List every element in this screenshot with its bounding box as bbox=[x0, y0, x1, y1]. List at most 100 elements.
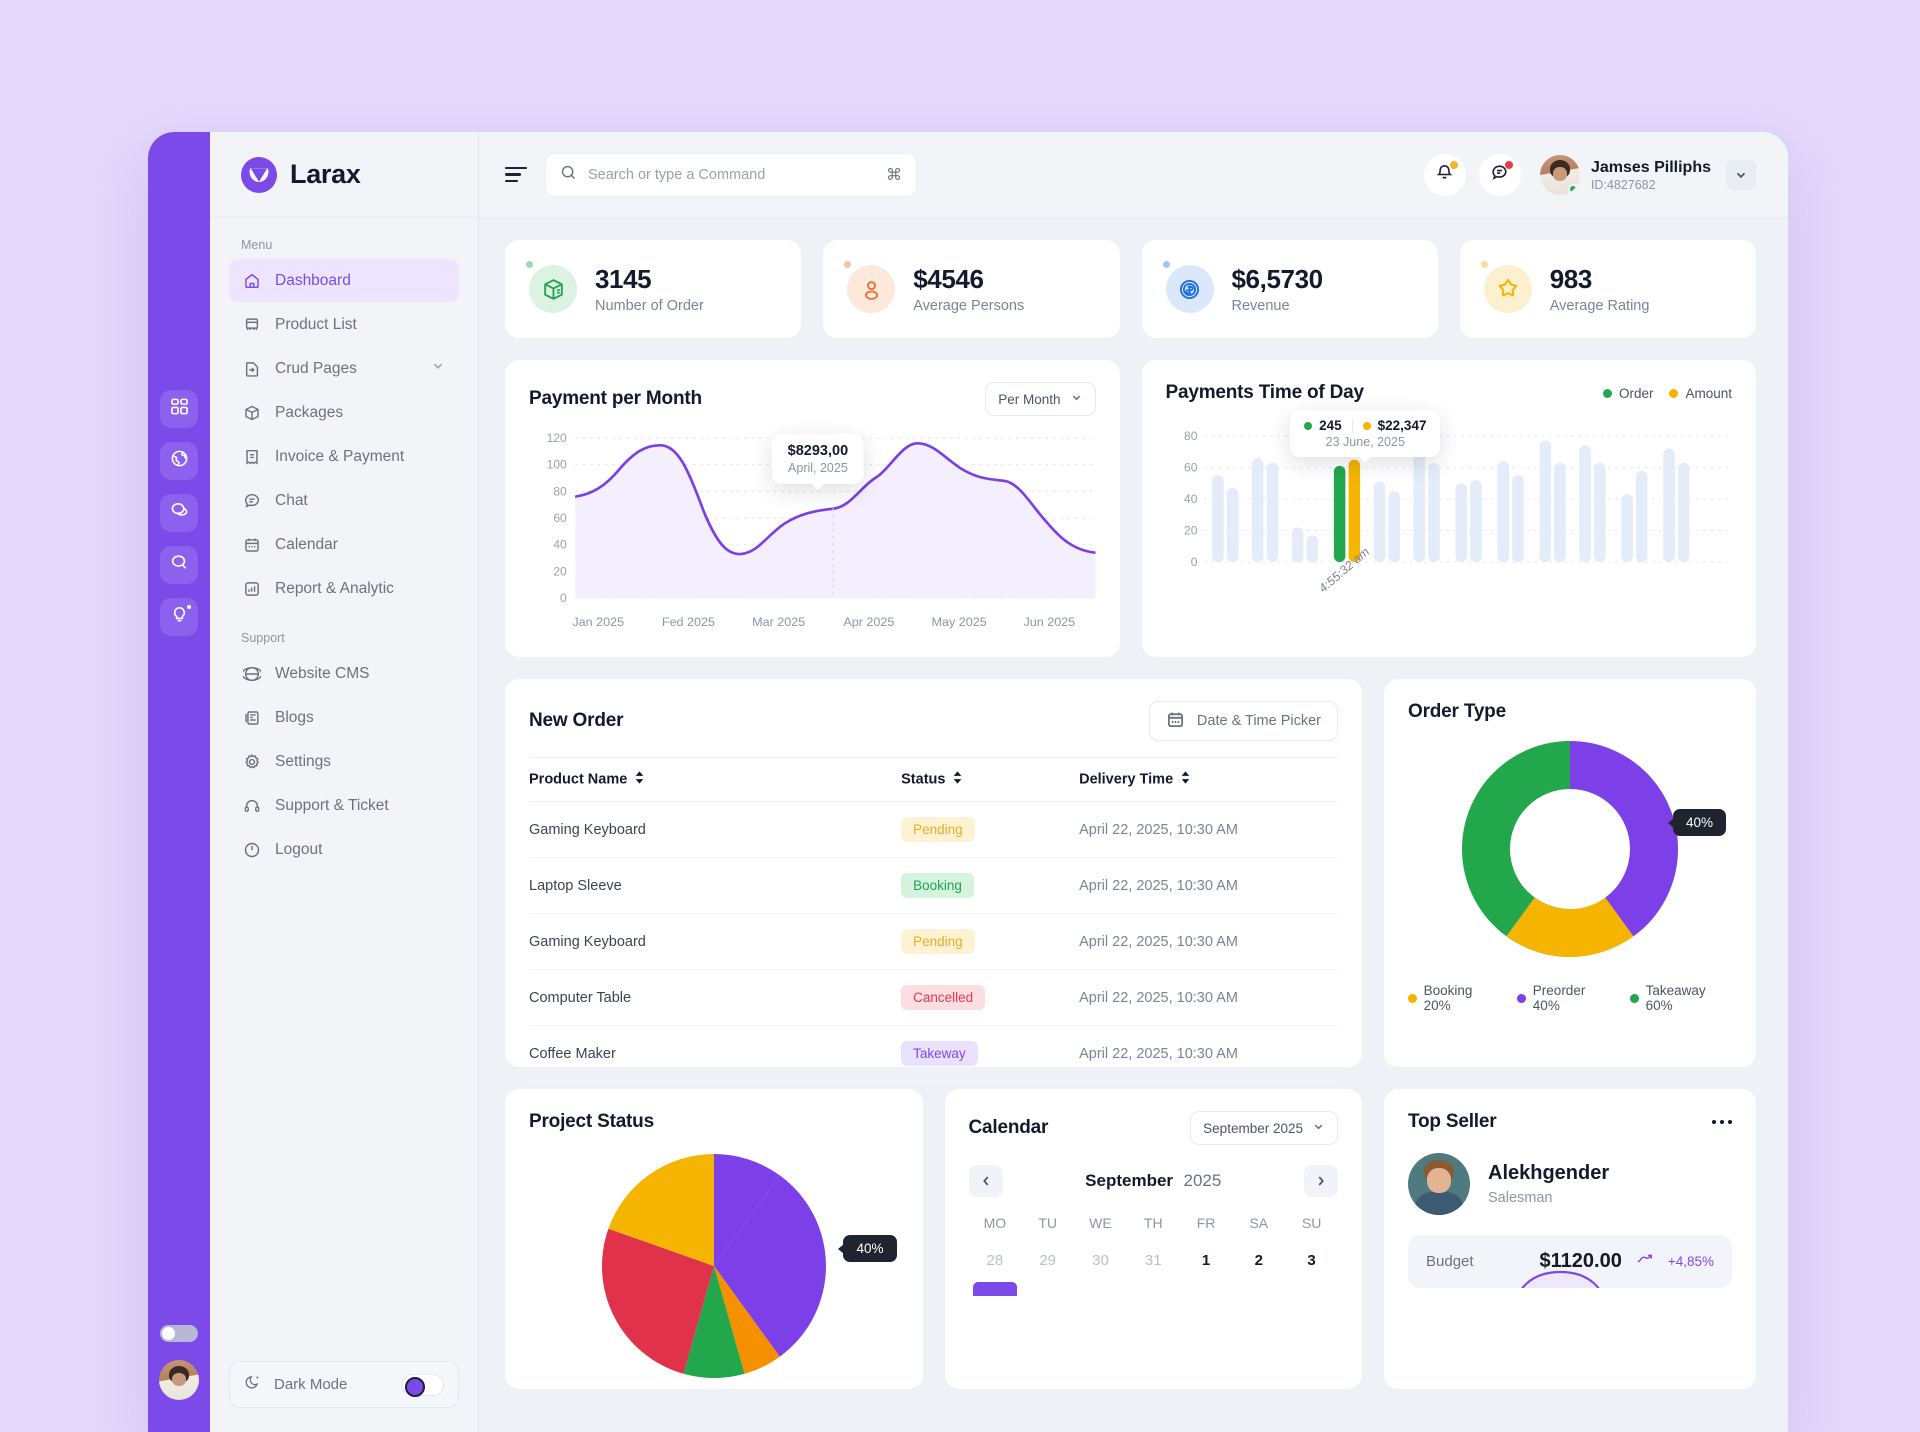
bell-icon bbox=[1435, 163, 1454, 187]
calendar-dow: WE bbox=[1089, 1215, 1112, 1231]
sidebar-item-label: Invoice & Payment bbox=[275, 447, 405, 465]
sidebar-item-product-list[interactable]: Product List bbox=[229, 303, 459, 346]
tooltip-value: $8293,00 bbox=[787, 443, 849, 459]
sidebar-item-calendar[interactable]: Calendar bbox=[229, 523, 459, 566]
svg-text:100: 100 bbox=[547, 459, 568, 472]
stat-label: Average Persons bbox=[913, 298, 1025, 314]
calendar-event-bar[interactable] bbox=[969, 1276, 1022, 1296]
table-row[interactable]: Gaming Keyboard Pending April 22, 2025, … bbox=[529, 801, 1338, 858]
brand[interactable]: Larax bbox=[210, 132, 478, 218]
sidebar-item-report-analytic[interactable]: Report & Analytic bbox=[229, 567, 459, 610]
orders-table: Product Name Status Delivery Time Gaming… bbox=[529, 757, 1338, 1082]
date-time-picker-button[interactable]: Date & Time Picker bbox=[1148, 701, 1338, 741]
calendar-day[interactable]: 3 bbox=[1307, 1252, 1316, 1269]
sidebar-item-dashboard[interactable]: Dashboard bbox=[229, 259, 459, 302]
calendar-month-selector[interactable]: September 2025 bbox=[1190, 1111, 1338, 1145]
status-badge: Pending bbox=[901, 929, 975, 954]
calendar-day[interactable]: 30 bbox=[1092, 1252, 1109, 1269]
calendar-nav: September 2025 bbox=[968, 1165, 1338, 1197]
col-delivery-time[interactable]: Delivery Time bbox=[1079, 757, 1338, 802]
legend-booking: Booking 20% bbox=[1408, 983, 1499, 1013]
tooltip-date: 23 June, 2025 bbox=[1325, 435, 1405, 449]
tooltip-order: 245 bbox=[1304, 418, 1342, 433]
page-title: Payment per Month bbox=[529, 388, 702, 409]
hamburger-icon[interactable] bbox=[505, 166, 527, 183]
chevron-down-icon[interactable] bbox=[1726, 159, 1756, 190]
calendar-icon bbox=[1166, 710, 1185, 732]
table-row[interactable]: Coffee Maker Takeway April 22, 2025, 10:… bbox=[529, 1025, 1338, 1082]
calendar-day[interactable]: 29 bbox=[1039, 1252, 1057, 1269]
topbar: ⌘ Jamses Pilliphs ID:4827682 bbox=[479, 132, 1788, 218]
sidebar-item-website-cms[interactable]: Website CMS bbox=[229, 652, 459, 695]
user-menu[interactable]: Jamses Pilliphs ID:4827682 bbox=[1539, 154, 1756, 195]
svg-text:60: 60 bbox=[553, 512, 567, 525]
table-row[interactable]: Laptop Sleeve Booking April 22, 2025, 10… bbox=[529, 857, 1338, 914]
calendar-day[interactable]: 1 bbox=[1201, 1252, 1211, 1269]
calendar-dow: FR bbox=[1196, 1215, 1216, 1231]
notification-button[interactable] bbox=[1423, 153, 1466, 196]
calendar-day[interactable]: 28 bbox=[986, 1252, 1004, 1269]
package-icon bbox=[526, 261, 577, 313]
calendar-dow: SU bbox=[1301, 1215, 1322, 1231]
rail-collapse-toggle[interactable] bbox=[160, 1325, 198, 1342]
per-month-filter[interactable]: Per Month bbox=[985, 382, 1096, 416]
sidebar-item-logout[interactable]: Logout bbox=[229, 828, 459, 871]
dark-mode-toggle[interactable] bbox=[402, 1373, 444, 1397]
avatar bbox=[1539, 154, 1580, 195]
col-product-name[interactable]: Product Name bbox=[529, 757, 902, 802]
search-input[interactable] bbox=[588, 166, 875, 183]
sidebar-item-packages[interactable]: Packages bbox=[229, 391, 459, 434]
message-badge bbox=[1504, 160, 1513, 169]
calendar-dow: TU bbox=[1038, 1215, 1057, 1231]
sidebar-item-blogs[interactable]: Blogs bbox=[229, 696, 459, 739]
brand-name: Larax bbox=[290, 159, 361, 189]
calendar-prev-button[interactable] bbox=[968, 1165, 1003, 1197]
cell-delivery: April 22, 2025, 10:30 AM bbox=[1079, 1025, 1338, 1082]
sidebar-item-chat[interactable]: Chat bbox=[229, 479, 459, 522]
stat-label: Revenue bbox=[1231, 298, 1290, 314]
orders-table-body: Gaming Keyboard Pending April 22, 2025, … bbox=[529, 801, 1338, 1082]
calendar-next-button[interactable] bbox=[1304, 1165, 1338, 1197]
sidebar-support-nav: Website CMS Blogs Settings Support & Tic… bbox=[210, 652, 478, 872]
search-box[interactable]: ⌘ bbox=[545, 152, 917, 197]
sidebar-menu-label: Menu bbox=[241, 238, 273, 252]
rail-item-globe[interactable] bbox=[160, 442, 198, 480]
bottom-row: Project Status bbox=[505, 1089, 1756, 1389]
search-icon bbox=[170, 553, 189, 577]
dark-mode-row[interactable]: Dark Mode bbox=[229, 1361, 459, 1408]
sidebar-item-crud-pages[interactable]: Crud Pages bbox=[229, 347, 459, 390]
sidebar: Larax Menu Dashboard Product List Crud P… bbox=[210, 132, 479, 1432]
rail-item-search[interactable] bbox=[160, 546, 198, 584]
status-badge: Takeway bbox=[901, 1041, 978, 1066]
svg-text:60: 60 bbox=[1184, 462, 1198, 475]
status-badge: Pending bbox=[901, 817, 975, 842]
table-row[interactable]: Gaming Keyboard Pending April 22, 2025, … bbox=[529, 913, 1338, 970]
svg-text:40: 40 bbox=[1184, 493, 1198, 506]
rail-avatar[interactable] bbox=[159, 1360, 199, 1400]
rail-item-chat[interactable] bbox=[160, 494, 198, 532]
order-type-card: Order Type 40% bbox=[1384, 679, 1756, 1067]
sidebar-item-invoice-payment[interactable]: Invoice & Payment bbox=[229, 435, 459, 478]
more-horizontal-icon[interactable] bbox=[1711, 1119, 1732, 1125]
grid-icon bbox=[170, 397, 189, 421]
table-row[interactable]: Computer Table Cancelled April 22, 2025,… bbox=[529, 969, 1338, 1026]
sidebar-item-support-ticket[interactable]: Support & Ticket bbox=[229, 784, 459, 827]
cell-delivery: April 22, 2025, 10:30 AM bbox=[1079, 857, 1338, 914]
orders-row: New Order Date & Time Picker Product Nam… bbox=[505, 679, 1756, 1082]
message-button[interactable] bbox=[1478, 153, 1521, 196]
message-icon bbox=[1490, 163, 1509, 187]
col-status[interactable]: Status bbox=[901, 757, 1080, 802]
icon-rail bbox=[148, 132, 210, 1432]
svg-text:20: 20 bbox=[553, 566, 567, 579]
chevron-down-icon[interactable] bbox=[431, 359, 445, 378]
cell-status: Pending bbox=[901, 913, 1080, 970]
calendar-day[interactable]: 2 bbox=[1254, 1252, 1263, 1269]
budget-label: Budget bbox=[1426, 1253, 1474, 1270]
rail-item-grid[interactable] bbox=[160, 390, 198, 428]
sidebar-item-settings[interactable]: Settings bbox=[229, 740, 459, 783]
svg-text:20: 20 bbox=[1184, 525, 1198, 538]
stat-card-orders: 3145 Number of Order bbox=[505, 240, 802, 338]
rail-item-bulb[interactable] bbox=[160, 598, 198, 636]
calendar-day[interactable]: 31 bbox=[1144, 1252, 1162, 1269]
page-title: Order Type bbox=[1408, 701, 1506, 722]
